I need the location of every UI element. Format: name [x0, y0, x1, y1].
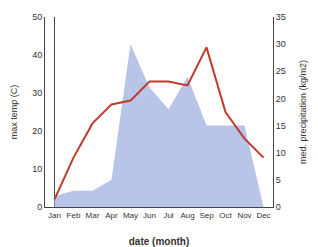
- svg-text:Jun: Jun: [143, 211, 156, 220]
- svg-text:med. precipitation (kg/m2): med. precipitation (kg/m2): [298, 60, 308, 164]
- svg-text:Oct: Oct: [219, 211, 232, 220]
- svg-text:Jan: Jan: [48, 211, 61, 220]
- svg-text:max temp (C): max temp (C): [9, 85, 19, 140]
- svg-text:Mar: Mar: [86, 211, 100, 220]
- svg-text:May: May: [123, 211, 138, 220]
- svg-text:Sep: Sep: [199, 211, 214, 220]
- svg-text:35: 35: [276, 12, 286, 22]
- svg-text:0: 0: [37, 202, 42, 212]
- svg-text:Jul: Jul: [163, 211, 173, 220]
- svg-text:Feb: Feb: [67, 211, 81, 220]
- svg-text:Dec: Dec: [256, 211, 270, 220]
- svg-text:Nov: Nov: [237, 211, 251, 220]
- svg-text:25: 25: [276, 66, 286, 76]
- svg-text:15: 15: [276, 121, 286, 131]
- svg-text:20: 20: [276, 94, 286, 104]
- svg-text:0: 0: [276, 202, 281, 212]
- svg-text:30: 30: [32, 88, 42, 98]
- svg-text:5: 5: [276, 175, 281, 185]
- svg-text:30: 30: [276, 39, 286, 49]
- svg-text:10: 10: [32, 164, 42, 174]
- svg-text:50: 50: [32, 12, 42, 22]
- svg-text:10: 10: [276, 148, 286, 158]
- svg-text:Aug: Aug: [180, 211, 194, 220]
- svg-text:Apr: Apr: [105, 211, 118, 220]
- svg-text:date (month): date (month): [129, 236, 190, 247]
- svg-text:40: 40: [32, 50, 42, 60]
- svg-text:20: 20: [32, 126, 42, 136]
